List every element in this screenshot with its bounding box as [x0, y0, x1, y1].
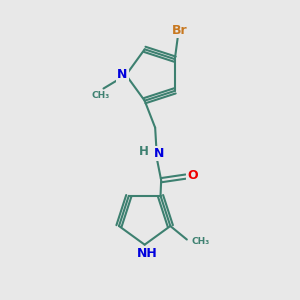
Text: NH: NH [137, 247, 158, 260]
Text: H: H [139, 145, 149, 158]
Text: Br: Br [172, 23, 187, 37]
Text: CH₃: CH₃ [92, 91, 110, 100]
Text: N: N [154, 147, 164, 160]
Text: CH₃: CH₃ [191, 237, 210, 246]
Text: O: O [187, 169, 198, 182]
Text: N: N [117, 68, 128, 82]
